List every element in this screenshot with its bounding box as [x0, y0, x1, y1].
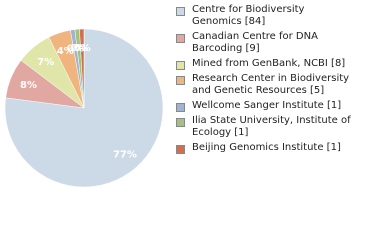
legend-label: Ilia State University, Institute of Ecol… — [192, 115, 351, 138]
legend-label: Mined from GenBank, NCBI [8] — [192, 58, 346, 69]
legend-label: Canadian Centre for DNA Barcoding [9] — [192, 31, 318, 54]
slice-label: 0% — [70, 43, 87, 54]
legend-label: Beijing Genomics Institute [1] — [192, 142, 341, 153]
slice-label: 8% — [20, 80, 37, 91]
legend-swatch — [176, 118, 185, 127]
legend-item: Canadian Centre for DNA Barcoding [9] — [174, 31, 352, 55]
legend-swatch — [176, 61, 185, 70]
slice-label: 7% — [37, 57, 54, 68]
legend-item: Research Center in Biodiversity and Gene… — [174, 73, 352, 97]
legend-item: Centre for Biodiversity Genomics [84] — [174, 4, 352, 28]
slice-label: 0% — [74, 43, 91, 54]
legend-swatch — [176, 7, 185, 16]
pie-slice — [79, 28, 85, 109]
slice-label: 77% — [113, 150, 137, 161]
legend-swatch — [176, 103, 185, 112]
legend-label: Centre for Biodiversity Genomics [84] — [192, 4, 305, 27]
legend-item: Mined from GenBank, NCBI [8] — [174, 58, 352, 70]
legend-swatch — [176, 34, 185, 43]
legend: Centre for Biodiversity Genomics [84] Can… — [174, 4, 374, 157]
pie-chart: 77%8%7%4%0%0%0% — [4, 28, 164, 188]
legend-item: Ilia State University, Institute of Ecol… — [174, 115, 352, 139]
legend-item: Wellcome Sanger Institute [1] — [174, 100, 352, 112]
legend-label: Wellcome Sanger Institute [1] — [192, 100, 342, 111]
legend-item: Beijing Genomics Institute [1] — [174, 142, 352, 154]
legend-swatch — [176, 76, 185, 85]
legend-label: Research Center in Biodiversity and Gene… — [192, 73, 350, 96]
legend-swatch — [176, 145, 185, 154]
slice-label: 4% — [57, 46, 74, 57]
slice-label: 0% — [67, 44, 84, 55]
